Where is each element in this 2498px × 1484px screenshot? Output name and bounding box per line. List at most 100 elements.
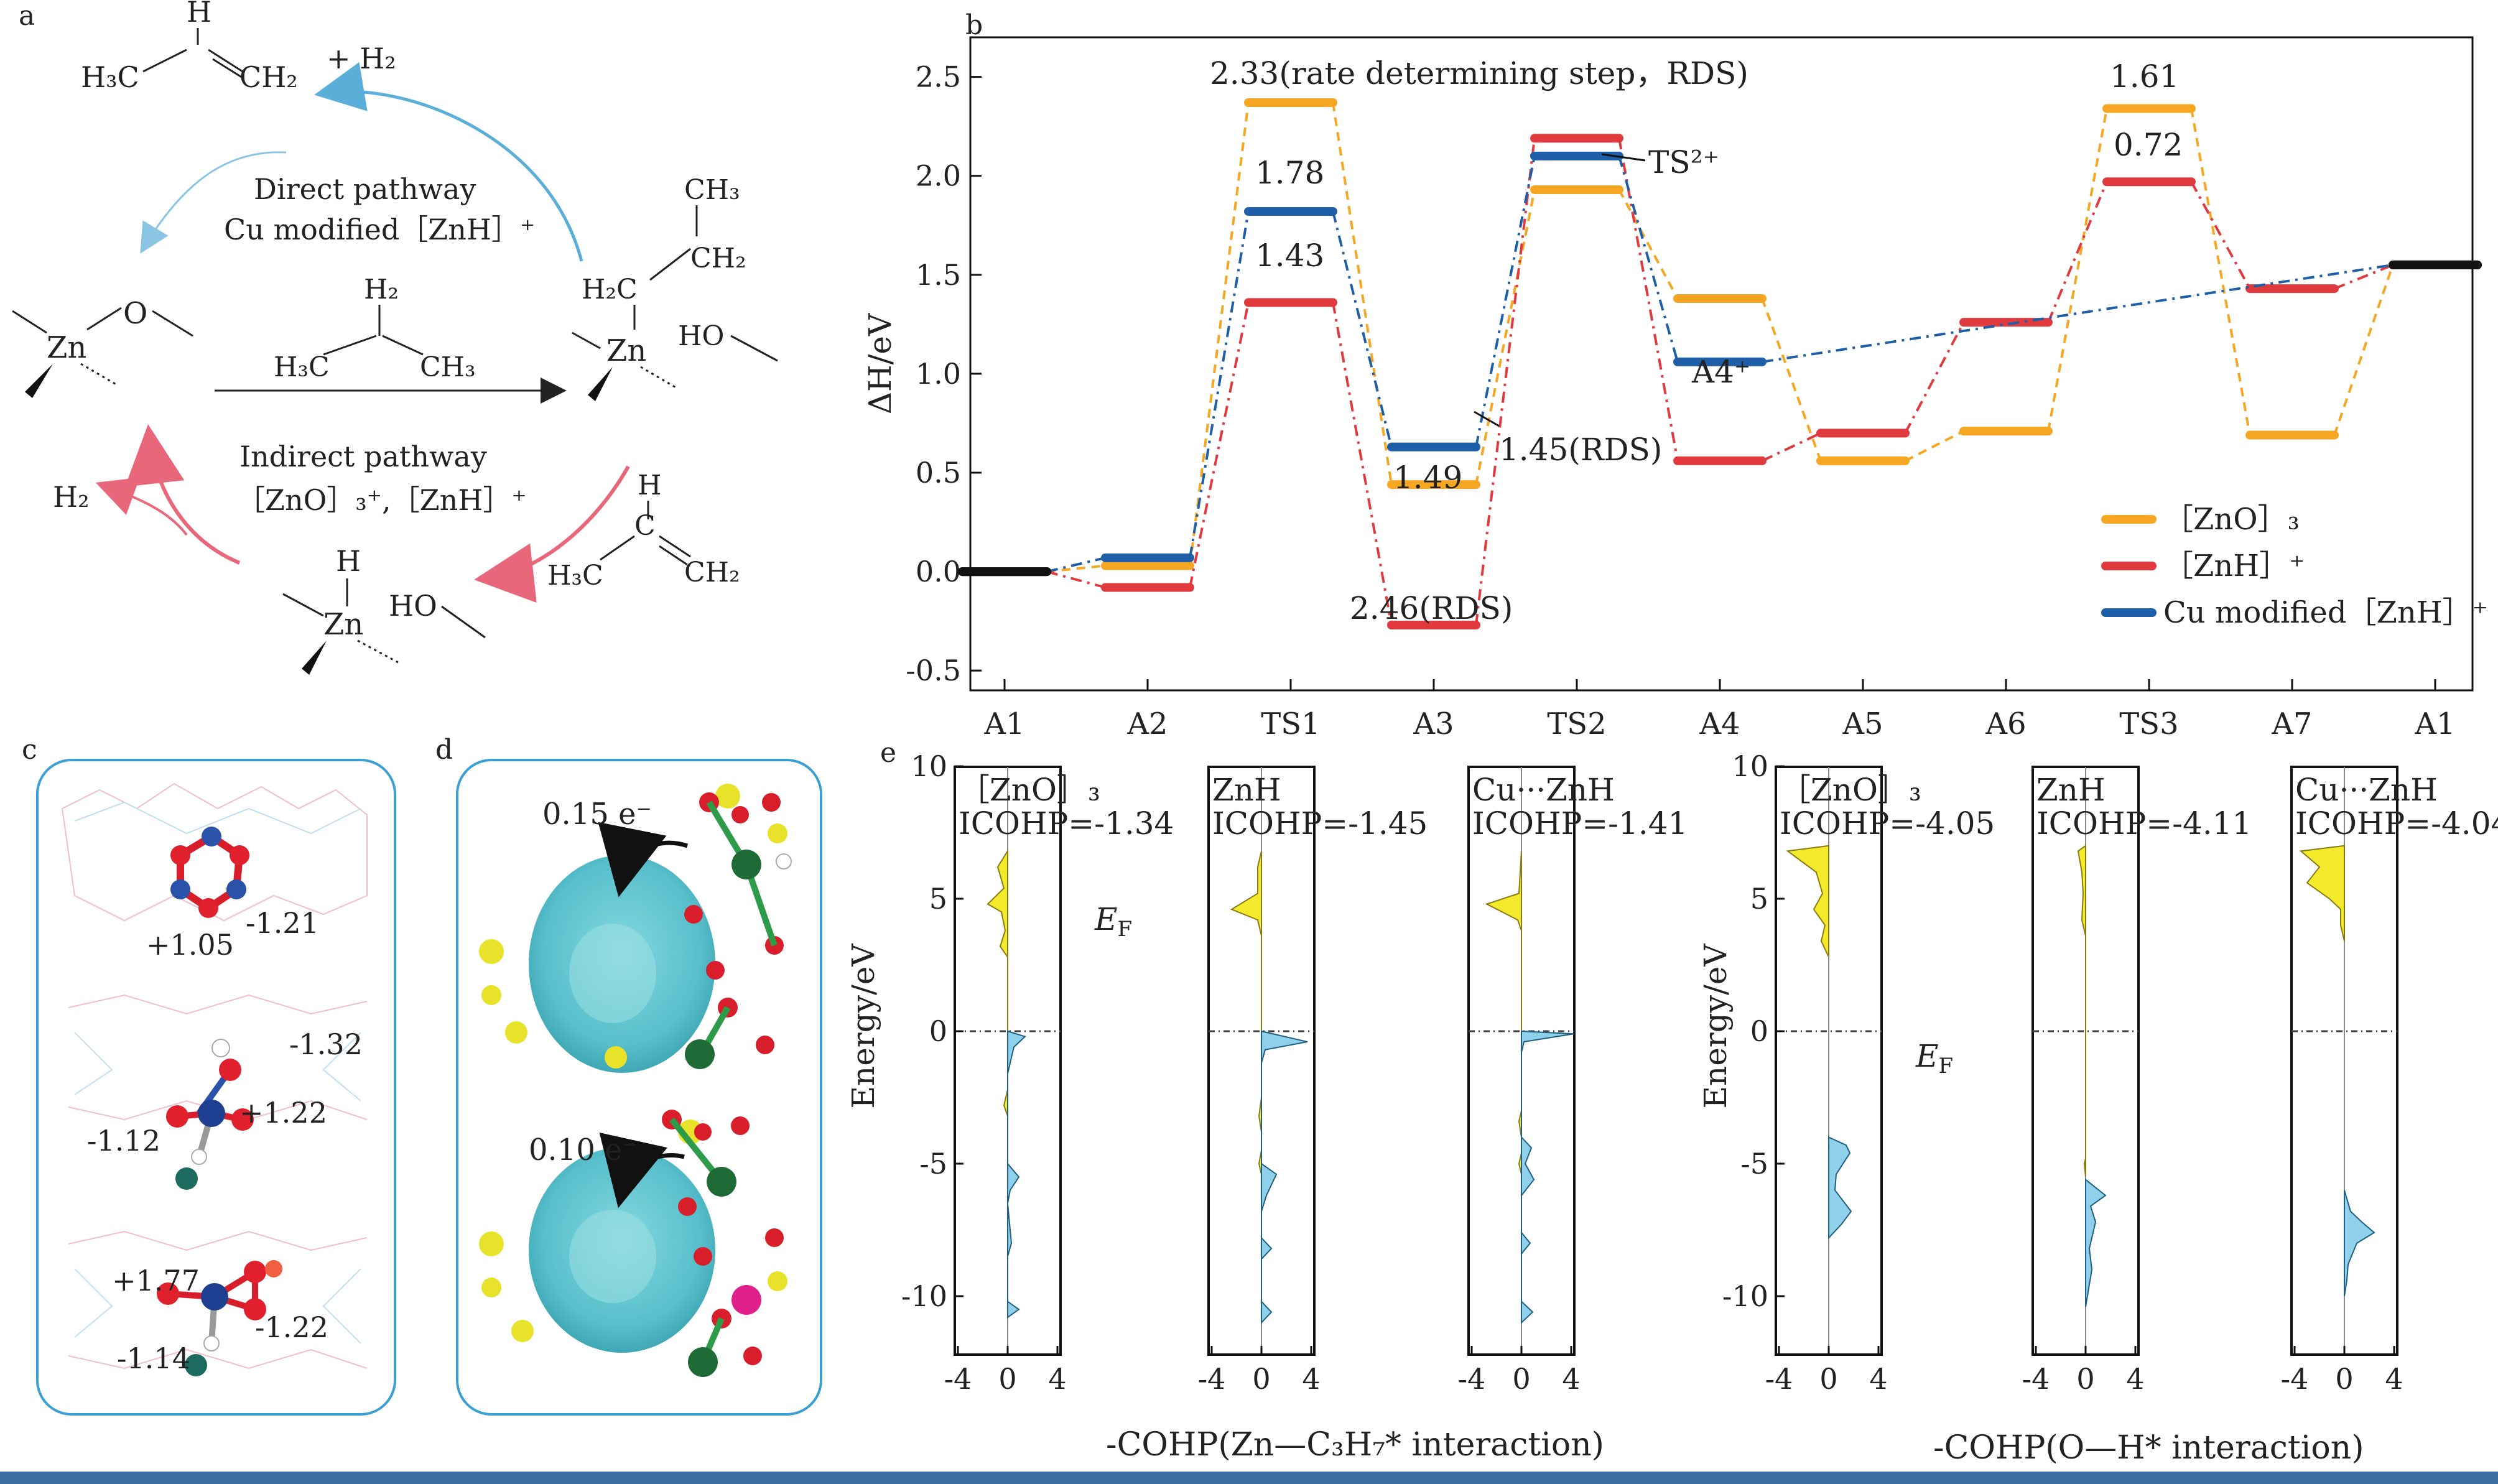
x-tick-label: 4 — [1048, 1362, 1066, 1396]
pr-h3c: H₃C — [547, 560, 603, 591]
connector — [2190, 108, 2251, 435]
cohp-bonding-fill — [1006, 1030, 1026, 1319]
series-2 — [958, 151, 2482, 577]
x-tick-label-a6: A6 — [1985, 707, 2026, 741]
subplot-title: ［ZnO］₃ — [959, 772, 1100, 808]
connector — [2047, 108, 2108, 432]
charge-minus-1-12: -1.12 — [87, 1124, 160, 1157]
y-tick-label: 0 — [929, 1014, 947, 1048]
group-h3c: H₃C — [81, 60, 139, 94]
panel-label-e: e — [880, 737, 896, 769]
subplot-title: ZnH — [1212, 772, 1281, 808]
ads-zn: Zn — [606, 333, 646, 368]
ts2-pointer — [1601, 153, 1646, 162]
annotation-rds-top: 2.33(rate determining step，RDS) — [1210, 55, 1748, 91]
connector — [1905, 430, 1964, 462]
indirect-pathway-label: Indirect pathway — [239, 440, 487, 473]
plus-h2: + H₂ — [327, 42, 396, 75]
charge-labels: +1.05 -1.21 -1.32 -1.12 +1.22 +1.77 -1.2… — [87, 906, 363, 1375]
connector — [2333, 264, 2394, 436]
charge-minus-1-14: -1.14 — [117, 1342, 190, 1375]
y-tick-label: -10 — [901, 1279, 947, 1313]
connector — [1189, 102, 1250, 566]
panel-c: c — [22, 734, 396, 1416]
wireframe-background — [61, 782, 368, 1370]
y-tick-label: -5 — [1740, 1147, 1768, 1180]
pr-c: C — [634, 510, 656, 542]
x-tick-label: -4 — [1198, 1362, 1226, 1396]
x-tick-label: 0 — [2076, 1362, 2094, 1396]
direct-pathway-label: Direct pathway — [254, 172, 476, 206]
cohp-antibonding-fill — [987, 848, 1008, 1116]
annotation-0-72: 0.72 — [2114, 127, 2183, 163]
rds-145-pointer — [1474, 410, 1500, 427]
direct-arrow-to-zno — [140, 151, 287, 254]
panel-b: b ΔH/eV -0.5 0.0 0.5 1.0 1.5 2.0 2.5 A1 A2 TS1 A3… — [862, 9, 2488, 741]
energy-ylabel-right: Energy/eV — [1697, 944, 1734, 1109]
transfer-bottom: 0.10 e⁻ — [529, 1133, 638, 1167]
propane-h2: H₂ — [364, 274, 399, 305]
connector — [1618, 155, 1679, 363]
transfer-top: 0.15 e⁻ — [542, 797, 652, 832]
ads-ch3: CH₃ — [684, 174, 740, 206]
fermi-label-right: EF — [1915, 1038, 1953, 1078]
znh-zn: Zn — [323, 607, 363, 642]
connector — [1904, 322, 1965, 434]
zno2-structure — [157, 1260, 282, 1376]
x-tick-label-a1: A1 — [983, 707, 1024, 741]
charge-minus-1-21: -1.21 — [246, 906, 319, 940]
subplot-title: ZnH — [2036, 772, 2106, 808]
y-tick-label: 10 — [911, 749, 947, 783]
charge-plus-1-77: +1.77 — [112, 1264, 200, 1297]
connector — [1332, 211, 1393, 448]
cohp-xlabel-left: -COHP(Zn—C₃H₇* interaction) — [1106, 1426, 1604, 1463]
connector — [1046, 564, 1106, 573]
x-tick-label: -4 — [1458, 1362, 1486, 1396]
connector — [2334, 264, 2394, 290]
legend-label-0: ［ZnO］₃ — [2163, 502, 2300, 537]
x-tick-label: 0 — [1252, 1362, 1270, 1396]
annotation-1-43: 1.43 — [1255, 238, 1324, 274]
annotation-1-78: 1.78 — [1255, 155, 1324, 191]
x-tick-label: 4 — [1562, 1362, 1580, 1396]
znh-h: H — [336, 544, 361, 578]
legend-label-2: Cu modified［ZnH］⁺ — [2163, 595, 2488, 630]
connector — [1475, 189, 1536, 485]
x-tick-label: 0 — [1819, 1362, 1837, 1396]
connector — [2047, 181, 2108, 323]
y-tick-label: 2.5 — [916, 60, 961, 94]
y-tick-label: 0.0 — [916, 555, 961, 588]
ads-ch2: CH₂ — [690, 243, 746, 274]
x-tick-label-a2: A2 — [1126, 707, 1168, 741]
annotation-1-49: 1.49 — [1393, 460, 1462, 496]
cohp-bonding-fill — [1828, 1136, 1852, 1240]
panel-label-d: d — [435, 734, 453, 766]
panel-d: d 0.15 e⁻ 0.10 e⁻ — [435, 734, 822, 1416]
charge-density-bottom — [479, 1110, 787, 1377]
zno3-ring — [170, 827, 249, 918]
zn-h-site: H Zn HO — [282, 544, 486, 675]
atom-zn: Zn — [47, 330, 86, 365]
znh-structure — [166, 1039, 254, 1190]
y-tick-label: -10 — [1722, 1279, 1768, 1313]
charge-minus-1-22: -1.22 — [255, 1310, 328, 1344]
y-tick-label: 10 — [1732, 749, 1768, 783]
energy-x-axis: A1 A2 TS1 A3 TS2 A4 A5 A6 TS3 A7 A1 — [983, 679, 2456, 741]
indirect-arrow-to-zno — [124, 424, 241, 565]
panel-c-frame — [36, 759, 396, 1416]
x-tick-label-a1: A1 — [2414, 707, 2455, 741]
x-tick-label: 4 — [1869, 1362, 1887, 1396]
cohp-antibonding-fill — [2077, 844, 2086, 1177]
propene-top: H H₃C CH₂ + H₂ — [81, 0, 396, 94]
charge-minus-1-32: -1.32 — [289, 1027, 363, 1061]
adsorbed-propyl: CH₃ CH₂ H₂C Zn HO — [572, 174, 778, 401]
subplot-icohp: ICOHP=-4.05 — [1780, 805, 1995, 842]
direct-arrow-to-propene — [314, 62, 583, 262]
y-tick-label: 0 — [1750, 1014, 1768, 1048]
legend-label-1: ［ZnH］⁺ — [2163, 549, 2305, 583]
connector — [1046, 556, 1106, 573]
x-tick-label-a4: A4 — [1699, 707, 1740, 741]
